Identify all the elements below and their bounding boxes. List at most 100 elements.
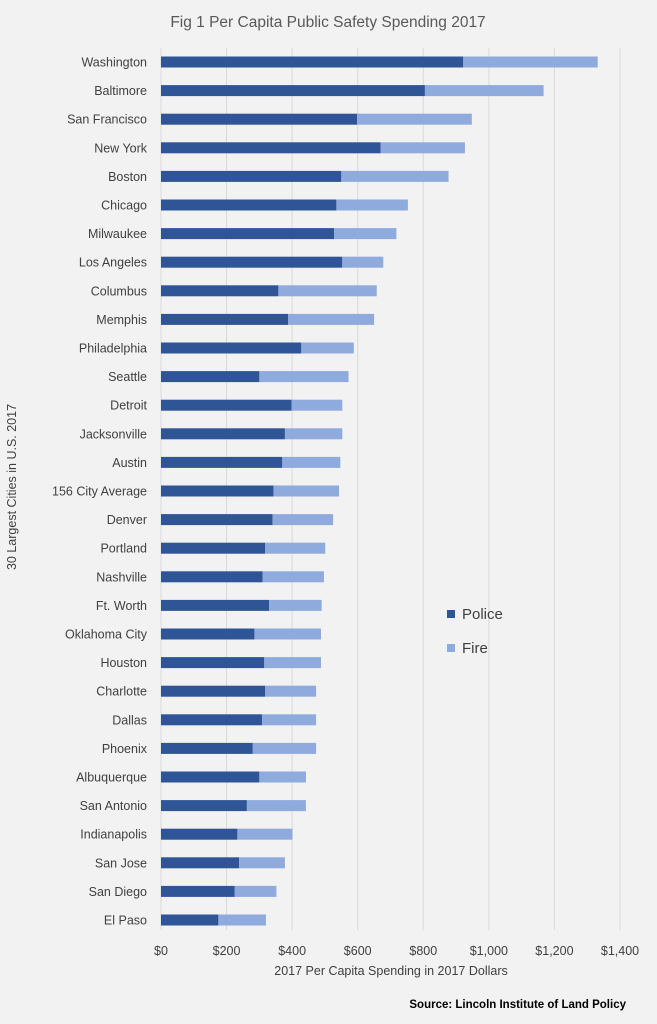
bar-fire [237,828,293,840]
bar-police [161,571,263,583]
y-axis-title: 30 Largest Cities in U.S. 2017 [5,404,19,570]
bar-fire [424,85,544,97]
category-label: Nashville [96,570,147,584]
legend-swatch-police [447,610,455,618]
x-tick-label: $200 [213,944,241,958]
bar-fire [239,857,285,869]
bar-fire [262,571,324,583]
source-note: Source: Lincoln Institute of Land Policy [409,999,626,1011]
bar-fire [252,742,317,754]
category-label: Charlotte [96,685,147,699]
category-label: Washington [81,56,147,70]
category-label: Houston [100,656,147,670]
bar-fire [272,514,334,526]
category-label: Los Angeles [79,256,147,270]
bar-police [161,485,274,497]
category-labels: Washington Baltimore San Francisco New York… [52,56,148,928]
bar-fire [273,485,340,497]
legend-label-fire: Fire [462,640,488,657]
bar-fire [334,228,397,240]
bar-police [161,514,273,526]
category-label: Philadelphia [79,342,147,356]
category-label: Boston [108,170,147,184]
bar-fire [264,657,321,669]
bar-police [161,113,358,125]
category-label: Ft. Worth [96,599,147,613]
x-tick-labels: $0 $200 $400 $600 $800 $1,000 $1,200 $1,400 [154,944,639,958]
category-label: Austin [112,456,147,470]
bar-police [161,199,337,211]
category-label: Phoenix [102,742,148,756]
category-label: Detroit [110,399,147,413]
chart-title: Fig 1 Per Capita Public Safety Spending … [170,14,485,31]
bar-police [161,828,238,840]
bar-police [161,142,381,154]
category-label: Dallas [112,713,147,727]
bar-police [161,456,283,468]
x-tick-label: $600 [344,944,372,958]
bar-fire [342,256,384,268]
bar-police [161,771,260,783]
bar-fire [278,285,377,297]
category-label: New York [94,141,148,155]
bar-fire [261,714,317,726]
category-label: El Paso [104,914,147,928]
bar-police [161,628,255,640]
category-label: Baltimore [94,84,147,98]
bar-police [161,742,253,754]
category-label: Memphis [96,313,147,327]
bar-fire [234,885,277,897]
legend: Police Fire [447,606,503,657]
bar-police [161,285,279,297]
bar-fire [269,599,322,611]
bar-fire [282,456,341,468]
bar-police [161,914,219,926]
bar-police [161,371,260,383]
x-tick-label: $400 [278,944,306,958]
bar-fire [284,428,343,440]
category-label: Indianapolis [80,828,147,842]
x-tick-label: $800 [409,944,437,958]
bar-police [161,256,343,268]
bar-fire [336,199,408,211]
x-axis-title: 2017 Per Capita Spending in 2017 Dollars [274,964,508,978]
x-tick-label: $0 [154,944,168,958]
bar-police [161,428,285,440]
category-label: 156 City Average [52,485,147,499]
bar-fire [301,342,354,354]
bar-police [161,56,464,68]
bar-fire [288,313,375,325]
category-label: Chicago [101,199,147,213]
bar-fire [380,142,465,154]
bar-police [161,685,266,697]
bar-police [161,313,289,325]
category-label: Milwaukee [88,227,147,241]
bar-fire [341,170,449,182]
category-label: Jacksonville [80,427,147,441]
category-label: Seattle [108,370,147,384]
category-label: Portland [100,542,147,556]
bar-police [161,800,247,812]
bar-police [161,599,270,611]
bar-police [161,228,335,240]
category-label: San Francisco [67,113,147,127]
bar-police [161,342,302,354]
bar-fire [265,685,317,697]
bar-police [161,885,235,897]
category-label: Oklahoma City [65,628,148,642]
x-tick-label: $1,000 [470,944,508,958]
category-label: Columbus [91,284,147,298]
bar-fire [291,399,343,411]
x-tick-label: $1,400 [601,944,639,958]
category-label: San Diego [89,885,147,899]
bar-police [161,399,292,411]
bar-police [161,542,266,554]
category-label: Denver [107,513,147,527]
bar-fire [265,542,326,554]
category-label: Albuquerque [76,771,147,785]
legend-swatch-fire [447,644,455,652]
legend-label-police: Police [462,606,503,623]
x-tick-label: $1,200 [535,944,573,958]
bar-police [161,85,425,97]
bar-fire [259,371,349,383]
